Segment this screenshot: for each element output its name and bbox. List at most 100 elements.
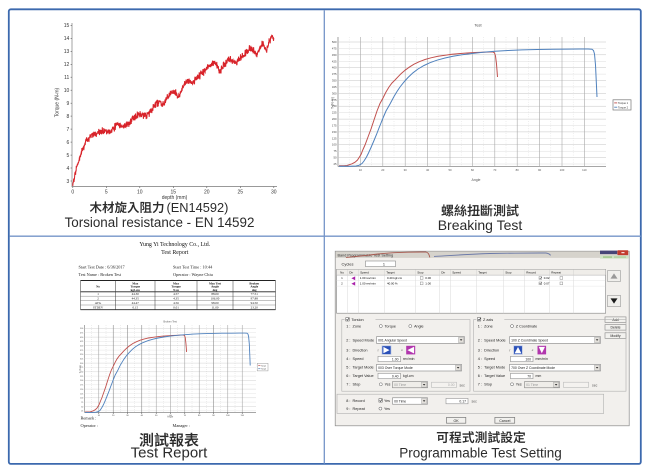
svg-text:4 : Speed: 4 : Speed [346, 357, 363, 361]
svg-text:50: 50 [155, 415, 158, 417]
svg-text:sec: sec [472, 400, 478, 404]
svg-text:STDEV: STDEV [93, 306, 104, 310]
svg-text:110: 110 [240, 415, 244, 417]
svg-text:Z axis: Z axis [483, 318, 493, 322]
svg-text:Add: Add [612, 318, 618, 322]
svg-text:Programmable Test Setting: Programmable Test Setting [399, 446, 562, 461]
svg-text:14: 14 [64, 36, 70, 42]
svg-text:7 : Stop: 7 : Stop [478, 383, 492, 387]
svg-text:25: 25 [238, 190, 244, 196]
svg-text:2 : Speed Mode: 2 : Speed Mode [346, 338, 374, 342]
svg-text:30: 30 [271, 190, 277, 196]
svg-text:20: 20 [381, 168, 385, 172]
svg-text:100: 100 [525, 357, 531, 361]
svg-text:1: 1 [341, 276, 343, 280]
svg-text:475: 475 [80, 333, 84, 335]
svg-text:225: 225 [80, 376, 84, 378]
svg-text:30: 30 [126, 415, 129, 417]
svg-text:77.51: 77.51 [251, 292, 259, 296]
svg-text:Start Test Date : 6/36/2017: Start Test Date : 6/36/2017 [79, 265, 126, 270]
svg-text:8: 8 [67, 114, 70, 120]
svg-text:97.88: 97.88 [251, 297, 259, 301]
svg-text:70: 70 [184, 415, 187, 417]
svg-text:3 : Direction: 3 : Direction [478, 348, 499, 352]
svg-text:100: 100 [560, 168, 565, 172]
svg-text:0.17: 0.17 [459, 399, 466, 403]
svg-text:Torsion: Torsion [351, 318, 363, 322]
svg-text:Stop: Stop [417, 271, 424, 275]
svg-text:60: 60 [471, 168, 475, 172]
svg-text:2: 2 [97, 297, 99, 301]
svg-text:sec: sec [460, 383, 466, 387]
svg-text:250: 250 [80, 372, 84, 374]
svg-text:Test Report: Test Report [131, 445, 209, 462]
svg-text:r: r [378, 349, 380, 353]
svg-text:150: 150 [80, 389, 84, 391]
svg-text:Z Coordinate: Z Coordinate [516, 324, 537, 328]
svg-text:80: 80 [198, 415, 201, 417]
svg-text:mm/min: mm/min [536, 357, 548, 361]
svg-text:001 Angular Speed: 001 Angular Speed [378, 338, 407, 342]
svg-text:100: 100 [332, 143, 337, 147]
svg-text:50: 50 [81, 406, 84, 408]
svg-text:Angle: Angle [414, 324, 423, 328]
svg-text:150: 150 [332, 130, 337, 134]
svg-text:25: 25 [333, 162, 337, 166]
svg-text:200: 200 [332, 117, 337, 121]
svg-text:No: No [340, 271, 344, 275]
svg-text:15: 15 [64, 23, 70, 29]
svg-text:425: 425 [80, 341, 84, 343]
svg-text:275: 275 [332, 98, 337, 102]
svg-text:425: 425 [332, 59, 337, 63]
svg-text:Cycles: Cycles [342, 261, 354, 266]
svg-text:Torq2: Torq2 [261, 369, 267, 371]
svg-text:Torque: Torque [131, 285, 141, 289]
svg-text:4.35: 4.35 [173, 297, 179, 301]
svg-text:rev/min: rev/min [403, 357, 415, 361]
svg-text:475: 475 [332, 46, 337, 50]
svg-text:Modify: Modify [610, 334, 621, 338]
svg-text:300: 300 [332, 91, 337, 95]
svg-text:0.00: 0.00 [448, 383, 455, 387]
svg-text:T (N-m): T (N-m) [79, 365, 82, 373]
svg-text:100 Z Coordinate Speed: 100 Z Coordinate Speed [511, 338, 548, 342]
svg-text:Speed: Speed [360, 271, 369, 275]
svg-text:Target: Target [478, 271, 487, 275]
svg-text:5: 5 [67, 153, 70, 159]
svg-text:sec: sec [592, 383, 598, 387]
svg-text:Torque: Torque [385, 324, 396, 328]
svg-text:2: 2 [341, 281, 343, 285]
svg-text:OK: OK [453, 419, 459, 423]
svg-text:75: 75 [81, 402, 84, 404]
svg-text:88.00: 88.00 [211, 292, 219, 296]
svg-text:12: 12 [64, 62, 70, 68]
svg-text:0.40: 0.40 [392, 374, 399, 378]
svg-text:1: 1 [383, 262, 385, 266]
svg-text:125: 125 [80, 393, 84, 395]
svg-text:700 Over Z Coordinate Mode: 700 Over Z Coordinate Mode [511, 366, 555, 370]
svg-text:20: 20 [204, 190, 210, 196]
svg-text:Remark :: Remark : [81, 415, 97, 420]
svg-text:125: 125 [332, 136, 337, 140]
svg-text:60: 60 [169, 415, 172, 417]
svg-text:30: 30 [404, 168, 408, 172]
svg-text:80: 80 [516, 168, 520, 172]
svg-text:3: 3 [67, 179, 70, 185]
svg-text:6 : Target Value: 6 : Target Value [346, 374, 373, 378]
svg-text:Operator :: Operator : [81, 423, 99, 428]
svg-text:200: 200 [80, 380, 84, 382]
svg-text:Test: Test [474, 23, 482, 28]
svg-text:350: 350 [80, 354, 84, 356]
svg-text:Torsional resistance - EN 1459: Torsional resistance - EN 14592 [65, 215, 255, 230]
svg-text:10: 10 [359, 168, 363, 172]
svg-text:5: 5 [105, 190, 108, 196]
svg-text:100: 100 [226, 415, 230, 417]
svg-text:325: 325 [332, 85, 337, 89]
svg-text:0.02: 0.02 [544, 276, 550, 280]
svg-text:400: 400 [80, 346, 84, 348]
svg-text:Yes: Yes [516, 383, 522, 387]
svg-text:70: 70 [527, 374, 531, 378]
svg-text:11.00: 11.00 [211, 306, 218, 310]
svg-text:(EN14592): (EN14592) [167, 200, 229, 215]
svg-text:Yes: Yes [384, 407, 390, 411]
